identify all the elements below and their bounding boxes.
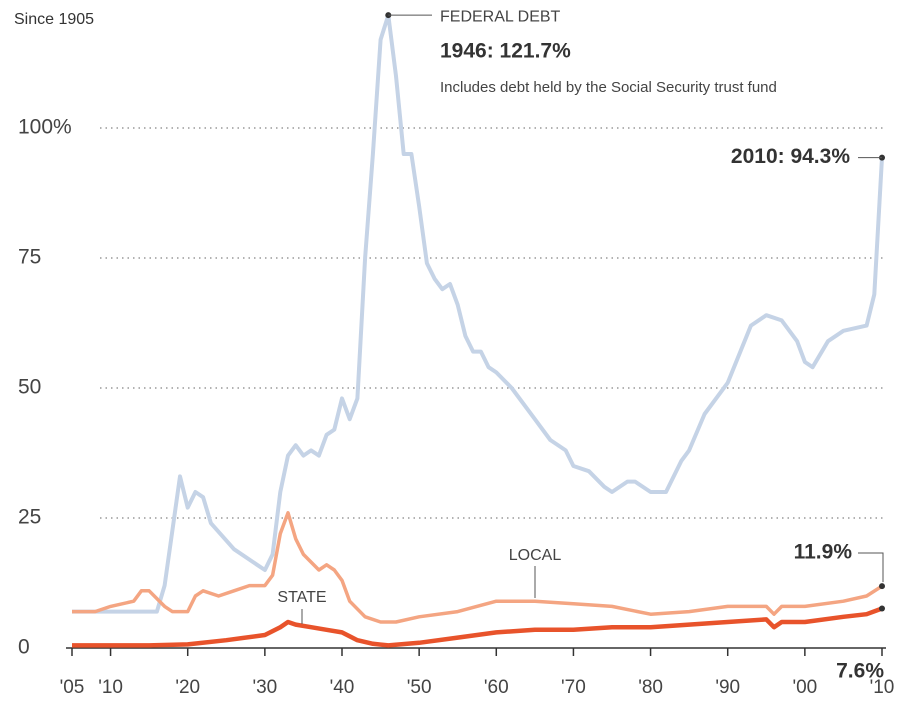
y-tick-label: 100% [18,116,72,139]
annotation: 1946: 121.7% [440,40,571,63]
series-line [72,13,884,614]
y-tick-label: 0 [18,636,30,659]
y-tick-label: 50 [18,376,41,399]
x-tick-label: '70 [561,677,586,698]
series-line [72,511,883,624]
annotation: 7.6% [836,660,884,683]
subtitle: Since 1905 [14,11,94,28]
x-tick-label: '80 [638,677,663,698]
series-line [72,606,883,648]
x-tick-label: '30 [252,677,277,698]
annotation: Includes debt held by the Social Securit… [440,79,777,96]
annotation: 11.9% [794,541,853,564]
end-dot [879,605,885,612]
y-tick-label: 25 [18,506,41,529]
x-tick-label: '60 [484,677,509,698]
x-tick-label: '20 [175,677,200,698]
end-dot [879,583,885,590]
x-tick-label: '90 [715,677,740,698]
series-label: STATE [277,589,326,606]
x-tick-label: '05 [60,677,85,698]
x-tick-label: '00 [792,677,817,698]
series-label: LOCAL [509,547,562,564]
x-tick-label: '50 [407,677,432,698]
series-label: FEDERAL DEBT [440,8,561,25]
x-tick-label: '10 [98,677,123,698]
y-tick-label: 75 [18,246,41,269]
annotation: 2010: 94.3% [731,145,850,168]
x-tick-label: '40 [330,677,355,698]
x-tick-label: '10 [870,677,895,698]
leader [858,552,884,583]
